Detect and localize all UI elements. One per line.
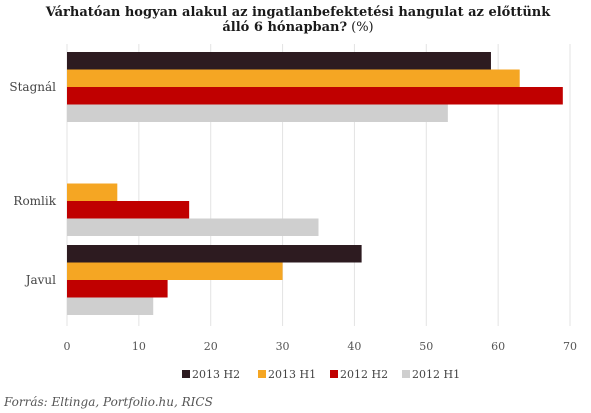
bar	[67, 69, 520, 87]
bar	[67, 245, 362, 263]
legend-swatch	[182, 370, 190, 378]
category-label: Javul	[24, 273, 56, 287]
chart-title-text: álló 6 hónapban?	[222, 20, 347, 35]
bar	[67, 87, 563, 105]
bar	[67, 280, 168, 298]
bar	[67, 52, 491, 70]
x-tick-label: 70	[563, 340, 577, 353]
legend-label: 2013 H2	[192, 368, 240, 381]
x-tick-labels: 0 10 20 30 40 50 60 70	[64, 340, 578, 353]
category-label: Romlik	[13, 194, 56, 208]
x-tick-label: 20	[204, 340, 218, 353]
legend-swatch	[402, 370, 410, 378]
legend: 2013 H2 2013 H1 2012 H2 2012 H1	[182, 368, 460, 381]
x-tick-label: 30	[276, 340, 290, 353]
source-note: Forrás: Eltinga, Portfolio.hu, RICS	[3, 395, 213, 409]
legend-swatch	[258, 370, 266, 378]
category-label: Stagnál	[9, 80, 56, 94]
category-labels: Stagnál Romlik Javul	[9, 80, 56, 287]
x-tick-label: 50	[419, 340, 433, 353]
legend-label: 2012 H1	[412, 368, 460, 381]
legend-label: 2012 H2	[340, 368, 388, 381]
legend-swatch	[330, 370, 338, 378]
bars	[67, 52, 563, 315]
bar	[67, 183, 118, 201]
bar	[67, 104, 448, 122]
bar	[67, 262, 283, 280]
chart-title-unit: (%)	[351, 20, 374, 35]
chart-title-line2: álló 6 hónapban? (%)	[222, 20, 373, 35]
x-tick-label: 10	[132, 340, 146, 353]
x-tick-label: 0	[64, 340, 71, 353]
x-tick-label: 60	[491, 340, 505, 353]
chart-title-line1: Várhatóan hogyan alakul az ingatlanbefek…	[45, 5, 551, 20]
bar	[67, 218, 319, 236]
bar	[67, 297, 154, 315]
bar	[67, 201, 190, 219]
x-tick-label: 40	[347, 340, 361, 353]
legend-label: 2013 H1	[268, 368, 316, 381]
